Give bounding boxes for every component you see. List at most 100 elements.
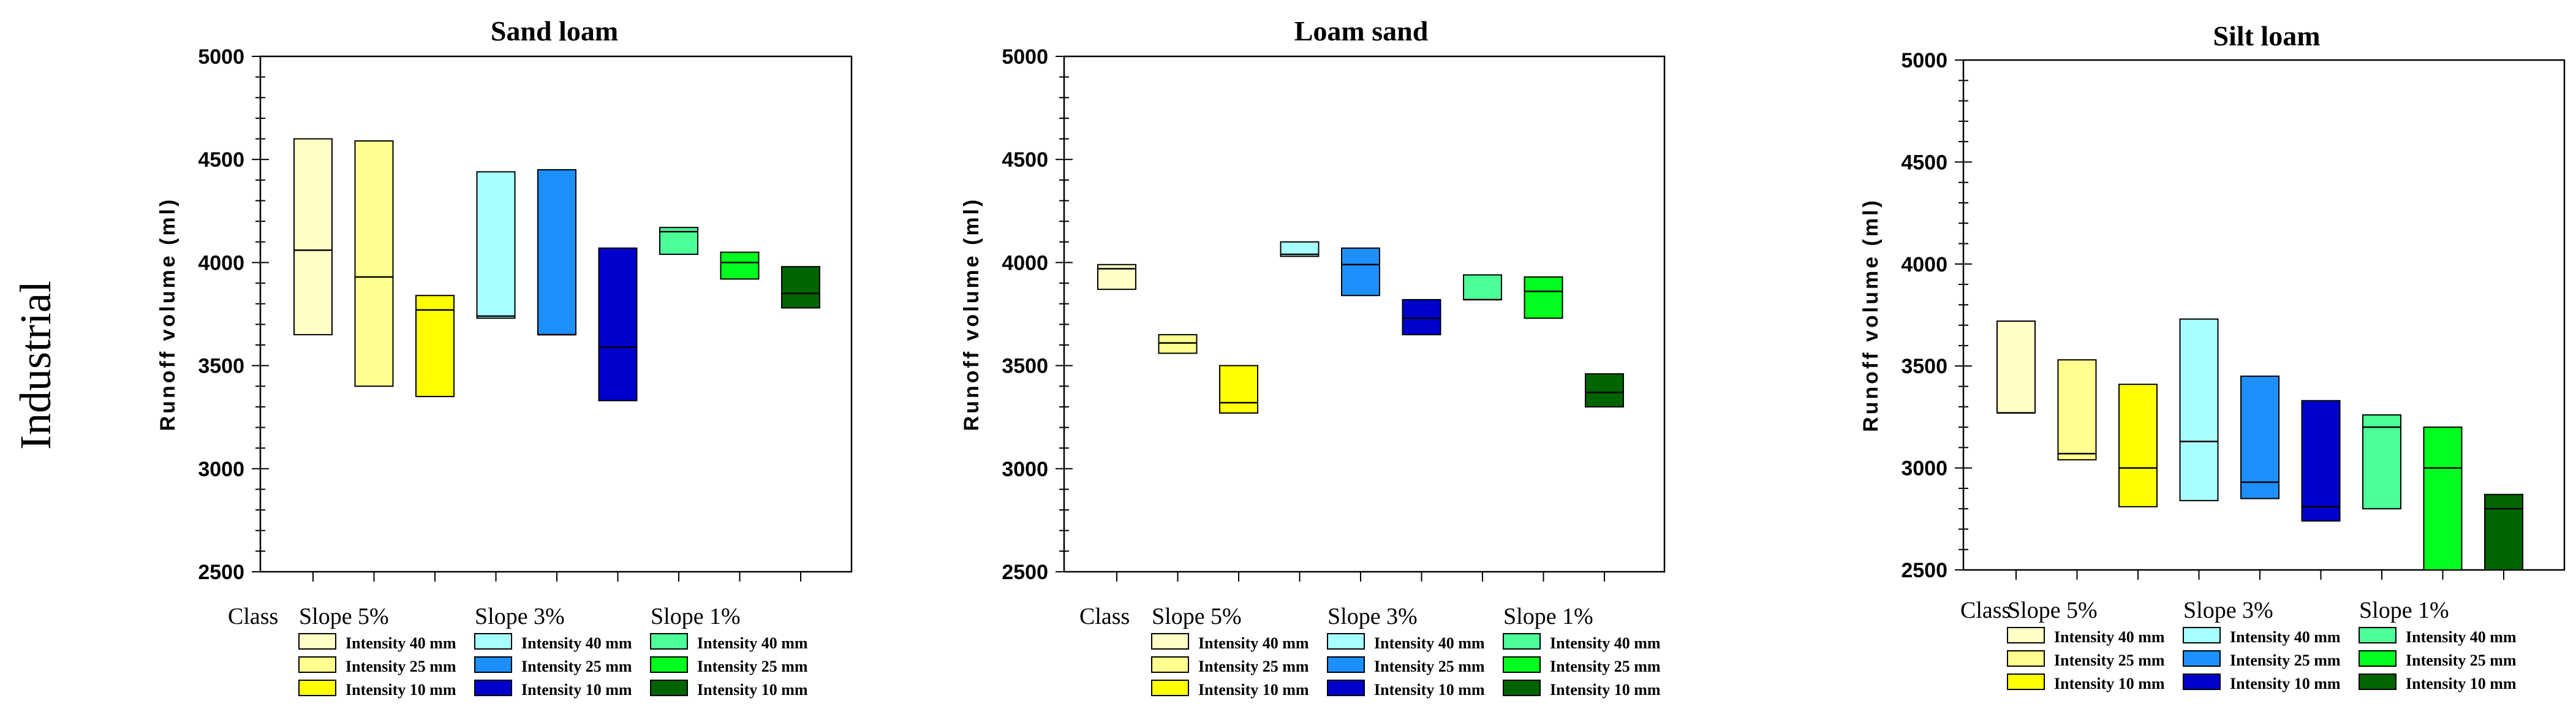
y-tick-label: 4000 xyxy=(1002,251,1048,275)
box-2 xyxy=(1158,334,1198,354)
box-5 xyxy=(1341,247,1380,297)
y-tick-label: 3500 xyxy=(1901,355,1947,378)
legend-entry: Intensity 10 mm xyxy=(2406,675,2517,692)
box-6 xyxy=(2301,400,2341,522)
box-4 xyxy=(2179,318,2219,501)
legend-swatch xyxy=(2359,650,2397,667)
box-6 xyxy=(598,247,638,401)
legend-swatch xyxy=(1327,633,1365,650)
legend-entry: Intensity 10 mm xyxy=(1198,681,1309,699)
box-rect xyxy=(2240,375,2279,499)
box-1 xyxy=(1097,264,1136,290)
legend-swatch xyxy=(2359,673,2397,690)
box-rect xyxy=(1524,276,1563,319)
y-tick-label: 3000 xyxy=(1901,457,1947,480)
legend-swatch xyxy=(474,656,512,673)
legend-entry: Intensity 40 mm xyxy=(521,634,632,652)
legend-entry: Intensity 10 mm xyxy=(2054,675,2165,692)
y-axis-label: Runoff volume (ml) xyxy=(1859,198,1883,432)
legend-entry: Intensity 25 mm xyxy=(346,658,456,675)
legend-swatch xyxy=(2007,673,2045,690)
legend-swatch xyxy=(650,656,688,673)
chart-panel-3: Silt loam 2500 3000 3500 4000 4500 5000 Runoff … xyxy=(1859,20,2566,692)
class-label: Class xyxy=(1079,604,1130,629)
box-rect xyxy=(354,140,394,387)
y-tick-label: 3500 xyxy=(1002,355,1048,378)
box-rect xyxy=(2484,493,2523,571)
chart-panel-1: Sand loam 2500 3000 3500 4000 4500 5000 Runoff … xyxy=(156,15,853,699)
legend-entry: Intensity 40 mm xyxy=(1374,634,1485,652)
plot-frame xyxy=(259,55,853,573)
box-rect xyxy=(1158,334,1198,354)
box-5 xyxy=(537,169,576,336)
y-tick-label: 2500 xyxy=(1901,559,1947,582)
legend-entry: Intensity 40 mm xyxy=(697,634,808,652)
y-tick-label: 3500 xyxy=(198,355,244,378)
box-3 xyxy=(2118,384,2158,507)
y-tick-label: 4000 xyxy=(198,251,244,275)
class-label: Class xyxy=(1960,598,2011,623)
legend-entry: Intensity 25 mm xyxy=(2406,651,2517,669)
box-rect xyxy=(781,266,820,309)
legend-entry: Intensity 10 mm xyxy=(2230,675,2341,692)
box-rect xyxy=(2057,359,2097,461)
box-rect xyxy=(476,171,516,319)
legend-swatch xyxy=(2183,627,2221,643)
box-rect xyxy=(598,247,638,401)
box-rect xyxy=(1280,241,1320,257)
y-tick-label: 4500 xyxy=(198,148,244,172)
box-9 xyxy=(2484,493,2523,571)
legend-entry: Intensity 25 mm xyxy=(2054,651,2165,669)
legend-swatch xyxy=(2359,627,2397,643)
chart-title: Silt loam xyxy=(2213,20,2320,51)
box-8 xyxy=(2423,427,2463,571)
legend-entry: Intensity 10 mm xyxy=(697,681,808,699)
box-2 xyxy=(2057,359,2097,461)
box-1 xyxy=(1996,320,2036,414)
y-axis-label: Runoff volume (ml) xyxy=(156,197,179,431)
group-label: Slope 5% xyxy=(1152,604,1242,629)
legend-swatch xyxy=(1151,633,1189,650)
box-rect xyxy=(1219,365,1258,414)
legend-swatch xyxy=(474,633,512,650)
box-6 xyxy=(1402,298,1441,336)
legend-swatch xyxy=(650,633,688,650)
legend-entry: Intensity 40 mm xyxy=(1198,634,1309,652)
y-tick-label: 4500 xyxy=(1901,151,1947,174)
chart-title: Loam sand xyxy=(1294,15,1429,47)
legend-swatch xyxy=(1503,680,1541,696)
legend-entry: Intensity 40 mm xyxy=(2054,628,2165,646)
y-tick-label: 3000 xyxy=(1002,458,1048,481)
box-rect xyxy=(2179,318,2219,501)
box-7 xyxy=(1463,274,1502,301)
legend-entry: Intensity 40 mm xyxy=(2406,628,2517,646)
group-label: Slope 5% xyxy=(299,604,389,629)
box-rect xyxy=(2301,400,2341,522)
group-label: Slope 3% xyxy=(1328,604,1418,629)
box-rect xyxy=(1585,373,1624,408)
group-label: Slope 1% xyxy=(651,604,741,629)
box-rect xyxy=(720,251,760,280)
plot-frame xyxy=(1962,59,2566,571)
y-tick-label: 3000 xyxy=(198,458,244,481)
box-7 xyxy=(659,227,698,255)
legend-entry: Intensity 10 mm xyxy=(521,681,632,699)
box-2 xyxy=(354,140,394,387)
y-tick-label: 5000 xyxy=(198,45,244,69)
box-7 xyxy=(2362,414,2401,510)
legend-swatch xyxy=(2007,627,2045,643)
legend-swatch xyxy=(1151,680,1189,696)
box-rect xyxy=(293,138,333,336)
y-axis-label: Runoff volume (ml) xyxy=(960,197,983,431)
legend-entry: Intensity 40 mm xyxy=(2230,628,2341,646)
charts-container: Sand loam 2500 3000 3500 4000 4500 5000 Runoff … xyxy=(156,15,2566,699)
box-rect xyxy=(415,295,455,398)
legend-entry: Intensity 10 mm xyxy=(346,681,456,699)
box-rect xyxy=(2362,414,2401,510)
chart-panel-2: Loam sand 2500 3000 3500 4000 4500 5000 Runoff … xyxy=(960,15,1666,699)
box-3 xyxy=(415,295,455,398)
box-1 xyxy=(293,138,333,336)
box-5 xyxy=(2240,375,2279,499)
legend-swatch xyxy=(2183,650,2221,667)
